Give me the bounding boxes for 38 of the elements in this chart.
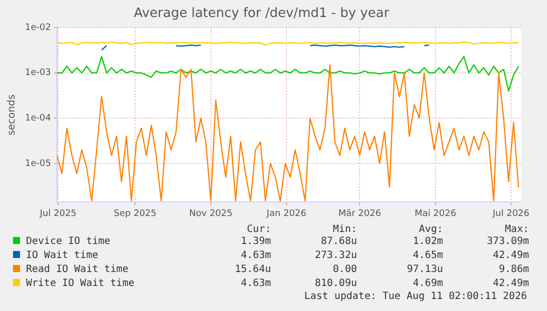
x-tick-label: Mär 2026: [338, 208, 382, 219]
y-axis-title: seconds: [6, 94, 18, 136]
text: 4.65m: [412, 249, 443, 263]
text: 42.49m: [492, 277, 529, 291]
x-tick-label: Mai 2026: [414, 208, 456, 219]
y-tick-label: 1e-02: [24, 22, 51, 33]
chart-title: Average latency for /dev/md1 - by year: [134, 6, 390, 22]
text: 273.32u: [314, 249, 357, 263]
text: Avg:: [418, 224, 443, 235]
text: Cur:: [246, 224, 271, 235]
text: 15.64u: [234, 263, 271, 277]
y-tick-label: 1e-04: [24, 114, 52, 124]
text: 810.09u: [314, 277, 357, 291]
text: 42.49m: [492, 249, 529, 263]
x-tick-label: Sep 2025: [114, 208, 156, 219]
text: 97.13u: [406, 263, 443, 277]
text: 1.02m: [412, 235, 443, 249]
text: 4.63m: [240, 249, 271, 263]
text: 4.63m: [240, 277, 271, 291]
text: 4.69m: [412, 277, 443, 291]
y-tick-label: 1e-05: [24, 158, 51, 169]
text: Min:: [332, 224, 357, 235]
text: Max:: [504, 224, 529, 235]
text: Last update: Tue Aug 11 02:00:11 2026: [303, 291, 528, 302]
x-tick-label: Jan 2026: [266, 208, 307, 219]
legend-label: Read IO Wait time: [26, 264, 128, 275]
legend-label: Write IO Wait time: [26, 278, 134, 289]
legend-label: Device IO time: [26, 236, 110, 247]
text: 9.86m: [498, 263, 529, 277]
legend-label: IO Wait time: [26, 250, 98, 261]
x-tick-label: Nov 2025: [189, 208, 232, 219]
x-tick-label: Jul 2025: [38, 208, 77, 219]
text: 373.09m: [486, 235, 529, 249]
x-tick-label: Jul 2026: [492, 208, 530, 219]
text: 87.68u: [320, 235, 357, 249]
y-tick-label: 1e-03: [24, 68, 51, 78]
text: 0.00: [332, 263, 357, 277]
text: 1.39m: [240, 235, 271, 249]
